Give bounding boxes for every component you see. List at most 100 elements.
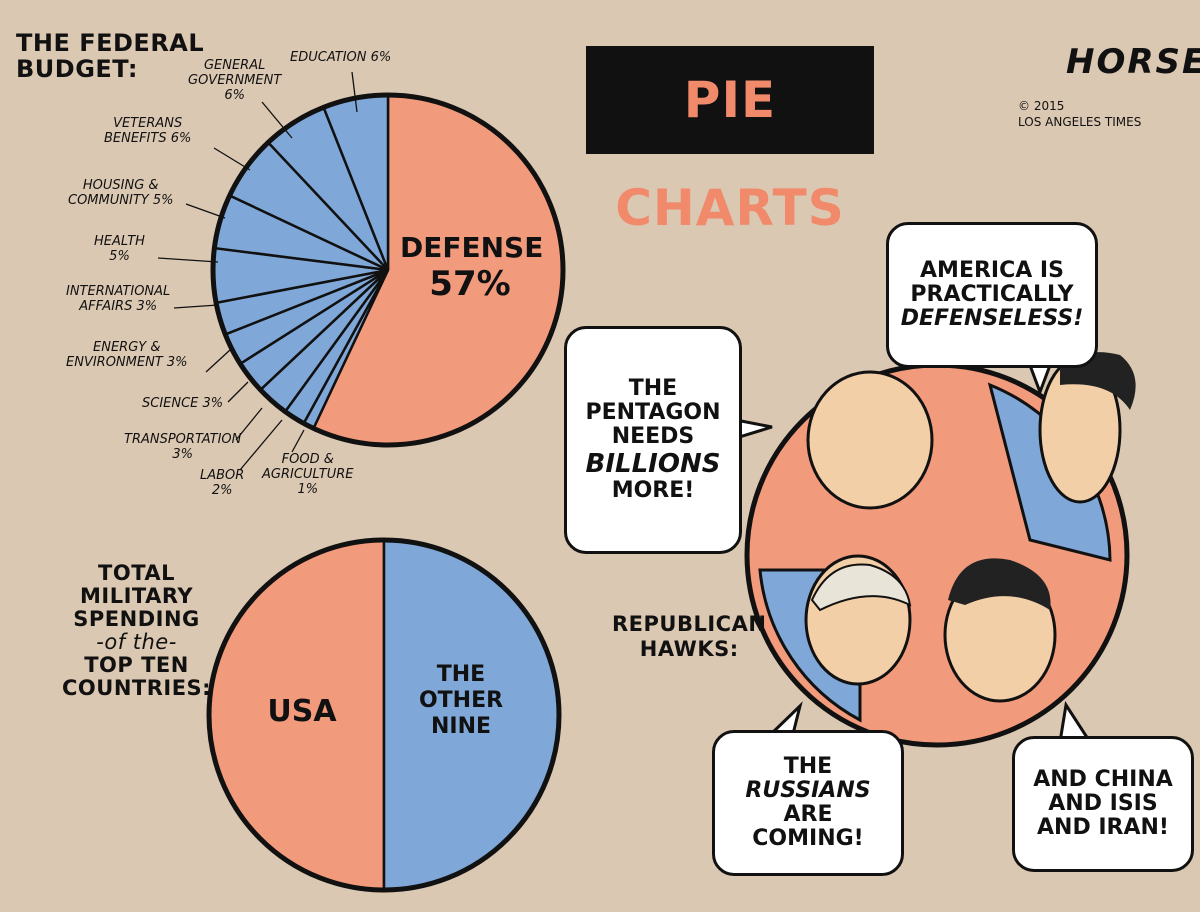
hawks-circle xyxy=(744,352,1136,748)
budget-chart-title: THE FEDERAL BUDGET: xyxy=(16,30,204,82)
military-title-line: -of the- xyxy=(96,630,177,654)
label-energy: ENERGY & ENVIRONMENT 3% xyxy=(66,340,188,370)
bubble-line: NEEDS xyxy=(611,424,695,449)
military-pie xyxy=(206,537,562,893)
label-general-government-line: GENERAL xyxy=(203,58,266,73)
other-nine-line: OTHER xyxy=(418,688,504,713)
label-labor: LABOR 2% xyxy=(200,468,244,498)
publisher-text: LOS ANGELES TIMES xyxy=(1018,115,1142,129)
label-energy-line: ENERGY & xyxy=(93,340,161,355)
military-chart-title: TOTAL MILITARY SPENDING -of the- TOP TEN… xyxy=(62,562,211,700)
caricature-hair xyxy=(948,558,1051,610)
label-labor-line: LABOR xyxy=(200,468,245,483)
bubble-line: BILLIONS xyxy=(585,449,721,479)
label-housing-line: COMMUNITY 5% xyxy=(68,193,174,208)
leader-transportation xyxy=(235,407,263,441)
label-international-line: AFFAIRS 3% xyxy=(79,299,158,314)
label-health: HEALTH 5% xyxy=(94,234,145,264)
leader-education xyxy=(351,71,358,113)
leader-science xyxy=(227,381,249,403)
bubble-line: AND IRAN! xyxy=(1037,815,1169,840)
bubble-line: PRACTICALLY xyxy=(910,282,1074,307)
label-education: EDUCATION 6% xyxy=(290,50,391,65)
label-transportation: TRANSPORTATION 3% xyxy=(124,432,241,462)
leader-labor xyxy=(239,419,283,471)
leader-energy xyxy=(205,349,231,373)
defense-label-name: DEFENSE xyxy=(400,231,544,264)
leader-general-government xyxy=(261,101,293,139)
military-title-line: SPENDING xyxy=(73,607,200,631)
bubble-line: THE xyxy=(783,754,833,779)
hawks-label-line: HAWKS: xyxy=(639,637,739,661)
defense-label: DEFENSE 57% xyxy=(400,231,544,305)
bubble-line: PENTAGON xyxy=(585,400,721,425)
label-food-line: 1% xyxy=(297,482,319,497)
budget-title-line: THE FEDERAL xyxy=(16,29,205,57)
label-housing-line: HOUSING & xyxy=(82,178,159,193)
label-food-line: FOOD & xyxy=(281,452,334,467)
other-nine-label: THE OTHER NINE xyxy=(406,662,516,740)
budget-outline xyxy=(210,92,566,448)
leader-health xyxy=(157,257,219,263)
hawks-label-line: REPUBLICAN xyxy=(612,612,767,636)
label-food-line: AGRICULTURE xyxy=(262,467,354,482)
bubble-line: ARE COMING! xyxy=(752,802,864,851)
military-title-line: MILITARY xyxy=(79,584,194,608)
label-leader-lines xyxy=(157,71,358,471)
label-general-government: GENERAL GOVERNMENT 6% xyxy=(188,58,281,103)
bubble-line: DEFENSELESS! xyxy=(900,306,1084,331)
budget-title-line: BUDGET: xyxy=(16,55,138,83)
label-science-text: SCIENCE 3% xyxy=(142,396,224,411)
speech-bubble-defenseless: AMERICA IS PRACTICALLY DEFENSELESS! xyxy=(886,222,1098,368)
label-veterans-line: BENEFITS 6% xyxy=(104,131,192,146)
label-transportation-line: 3% xyxy=(172,447,193,462)
signature: HORSEY © 2015 LOS ANGELES TIMES xyxy=(1018,36,1200,146)
bubble-line: AMERICA IS xyxy=(920,258,1064,283)
label-international-line: INTERNATIONAL xyxy=(66,284,171,299)
bubble-line: THE xyxy=(628,376,678,401)
label-general-government-line: GOVERNMENT xyxy=(188,73,282,88)
other-nine-line: NINE xyxy=(430,714,492,739)
budget-pie xyxy=(210,92,566,448)
military-title-line: COUNTRIES: xyxy=(62,676,212,700)
bubble-line: MORE! xyxy=(611,478,695,503)
speech-bubble-russians: THE RUSSIANS ARE COMING! xyxy=(712,730,904,876)
caricature-head xyxy=(806,370,934,510)
label-education-text: EDUCATION 6% xyxy=(290,50,392,65)
military-outline xyxy=(206,537,562,893)
title-banner: PIE CHARTS xyxy=(586,46,874,237)
label-labor-line: 2% xyxy=(211,483,233,498)
leader-veterans xyxy=(213,147,251,171)
speech-bubble-pentagon: THE PENTAGON NEEDS BILLIONS MORE! xyxy=(564,326,742,554)
speech-bubble-china: AND CHINA AND ISIS AND IRAN! xyxy=(1012,736,1194,872)
copyright-text: © 2015 xyxy=(1018,99,1065,113)
title-text: PIE CHARTS xyxy=(615,71,845,237)
label-general-government-line: 6% xyxy=(224,88,245,103)
usa-label: USA xyxy=(267,694,337,729)
label-international: INTERNATIONAL AFFAIRS 3% xyxy=(66,284,170,314)
caricature-hair xyxy=(810,563,912,612)
bubble-line: AND ISIS xyxy=(1048,791,1158,816)
military-title-line: TOP TEN xyxy=(84,653,189,677)
hawks-label: REPUBLICAN HAWKS: xyxy=(612,612,766,662)
signature-name: HORSEY xyxy=(1066,42,1200,82)
defense-label-value: 57% xyxy=(429,264,511,304)
bubble-line: RUSSIANS xyxy=(745,778,871,803)
label-health-line: HEALTH xyxy=(94,234,145,249)
label-veterans-line: VETERANS xyxy=(113,116,183,131)
label-energy-line: ENVIRONMENT 3% xyxy=(66,355,188,370)
leader-international xyxy=(173,304,219,309)
label-science: SCIENCE 3% xyxy=(142,396,223,411)
leader-housing xyxy=(185,203,226,219)
label-transportation-line: TRANSPORTATION xyxy=(124,432,242,447)
label-veterans: VETERANS BENEFITS 6% xyxy=(104,116,191,146)
label-food: FOOD & AGRICULTURE 1% xyxy=(262,452,354,497)
military-title-line: TOTAL xyxy=(98,561,176,585)
label-health-line: 5% xyxy=(109,249,130,264)
label-housing: HOUSING & COMMUNITY 5% xyxy=(68,178,173,208)
signature-credit: © 2015 LOS ANGELES TIMES xyxy=(1018,98,1141,130)
leader-food xyxy=(291,429,305,453)
bubble-line: AND CHINA xyxy=(1033,767,1173,792)
other-nine-line: THE xyxy=(436,662,486,687)
